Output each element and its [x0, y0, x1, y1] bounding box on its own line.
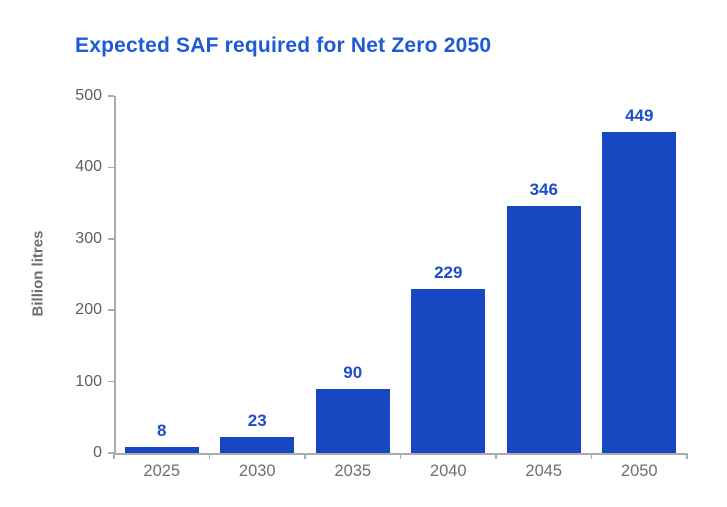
y-tick-label: 100 [75, 372, 102, 390]
y-axis-title: Billion litres [29, 230, 47, 317]
x-tick-mark [590, 453, 593, 459]
x-tick-mark [113, 453, 115, 459]
y-axis-line [114, 96, 116, 453]
y-tick-label: 0 [93, 444, 102, 461]
x-tick-label: 2025 [143, 462, 181, 480]
x-tick-mark [686, 453, 688, 459]
y-tick-mark [108, 95, 114, 97]
y-tick-mark [108, 380, 114, 383]
y-tick-label: 500 [75, 87, 102, 104]
x-tick-label: 2035 [334, 462, 372, 480]
chart-title: Expected SAF required for Net Zero 2050 [75, 34, 492, 57]
bar-value-label: 346 [529, 179, 558, 199]
x-tick-label: 2040 [429, 462, 467, 480]
y-tick-mark [108, 166, 114, 169]
x-tick-label: 2045 [525, 462, 563, 480]
bar [411, 289, 486, 453]
x-tick-label: 2050 [620, 462, 658, 480]
bar-value-label: 90 [343, 362, 363, 382]
bar-value-label: 449 [625, 106, 654, 126]
y-tick-mark [108, 238, 114, 240]
y-tick-label: 200 [75, 301, 102, 319]
bar [506, 205, 581, 453]
x-tick-mark [495, 453, 497, 459]
x-tick-label: 2030 [238, 462, 276, 480]
bar-value-label: 229 [434, 263, 463, 283]
bar [602, 132, 677, 453]
bar [124, 447, 199, 453]
bar-value-label: 8 [157, 421, 167, 441]
y-tick-mark [108, 309, 114, 311]
bar [315, 388, 390, 453]
x-tick-mark [304, 453, 306, 459]
y-tick-label: 300 [75, 229, 102, 247]
bar [220, 436, 295, 453]
y-tick-label: 400 [75, 158, 102, 176]
x-tick-mark [399, 453, 402, 459]
x-tick-mark [208, 453, 211, 459]
bar-value-label: 23 [247, 410, 267, 430]
y-tick-mark [108, 452, 114, 454]
